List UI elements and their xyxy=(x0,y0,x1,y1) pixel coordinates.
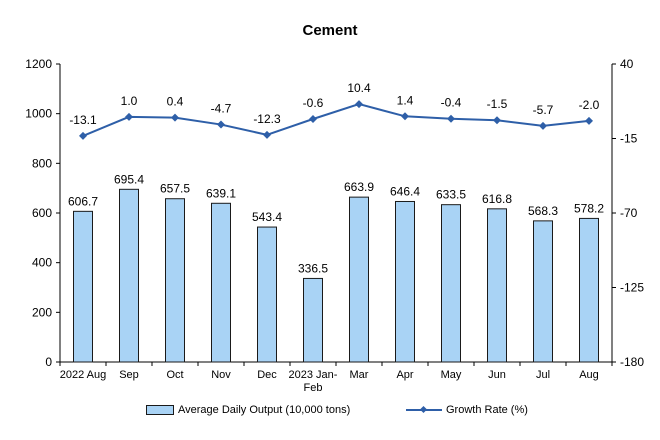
bar-value-label: 646.4 xyxy=(390,184,420,198)
line-point xyxy=(125,112,133,121)
y-right-tick-label: -180 xyxy=(620,355,644,369)
x-tick-label: Sep xyxy=(119,369,139,381)
bar-value-label: 633.5 xyxy=(436,188,466,202)
line-point xyxy=(263,130,271,139)
y-left-tick-label: 0 xyxy=(45,355,52,369)
legend-bar-swatch xyxy=(146,405,174,415)
bar xyxy=(487,208,507,363)
bar-value-label: 663.9 xyxy=(344,180,374,194)
line-point xyxy=(493,116,501,125)
x-tick-label: Jun xyxy=(488,369,506,381)
line-value-label: -12.3 xyxy=(253,112,281,126)
chart-title: Cement xyxy=(302,22,358,39)
bar xyxy=(349,196,369,363)
x-tick-label: Apr xyxy=(396,369,413,381)
line-point xyxy=(171,113,179,122)
y-left-tick-label: 600 xyxy=(32,206,52,220)
legend-label-line: Growth Rate (%) xyxy=(446,404,528,416)
x-tick-label: May xyxy=(441,369,462,381)
bar xyxy=(257,226,277,363)
y-left-tick-label: 1200 xyxy=(25,57,52,71)
growth-line xyxy=(82,103,590,137)
bar xyxy=(73,210,93,363)
bar xyxy=(303,277,323,363)
line-value-label: 10.4 xyxy=(347,81,371,95)
bar-value-label: 657.5 xyxy=(160,182,190,196)
line-point xyxy=(401,112,409,121)
line-value-label: -13.1 xyxy=(69,113,97,127)
bar-value-label: 568.3 xyxy=(528,204,558,218)
y-right-tick-label: -70 xyxy=(620,206,638,220)
bar-value-label: 695.4 xyxy=(114,172,144,186)
x-tick-label: Mar xyxy=(350,369,369,381)
bar-value-label: 606.7 xyxy=(68,194,98,208)
y-left-tick-label: 400 xyxy=(32,256,52,270)
x-tick-label: Oct xyxy=(166,369,183,381)
line-value-label: -1.5 xyxy=(487,97,508,111)
y-right-tick-label: -15 xyxy=(620,132,638,146)
bar-value-label: 639.1 xyxy=(206,186,236,200)
x-tick-label: 2022 Aug xyxy=(60,369,107,381)
line-value-label: -0.4 xyxy=(441,96,462,110)
line-point xyxy=(539,121,547,130)
y-left-tick-label: 800 xyxy=(32,156,52,170)
bar xyxy=(441,204,461,363)
line-value-label: -4.7 xyxy=(211,102,232,116)
bar xyxy=(119,188,139,363)
bar xyxy=(165,198,185,363)
x-tick-label: Jul xyxy=(536,369,550,381)
bar xyxy=(211,202,231,363)
line-point xyxy=(355,100,363,109)
line-point xyxy=(79,131,87,140)
bar-value-label: 578.2 xyxy=(574,201,604,215)
line-value-label: 1.0 xyxy=(121,94,138,108)
bar xyxy=(579,217,599,363)
line-point xyxy=(585,116,593,125)
bar-value-label: 336.5 xyxy=(298,261,328,275)
x-tick-label: Dec xyxy=(257,369,277,381)
y-right-tick-label: -125 xyxy=(620,281,644,295)
legend-line-swatch xyxy=(406,405,442,415)
legend-item-bars: Average Daily Output (10,000 tons) xyxy=(146,404,350,416)
x-tick-label: Nov xyxy=(211,369,231,381)
y-left-tick-label: 1000 xyxy=(25,107,52,121)
bar xyxy=(395,200,415,363)
line-value-label: -5.7 xyxy=(533,103,554,117)
bar xyxy=(533,220,553,363)
x-tick-label: 2023 Jan-Feb xyxy=(289,369,338,394)
y-left-tick-label: 200 xyxy=(32,305,52,319)
legend-label-bars: Average Daily Output (10,000 tons) xyxy=(178,404,351,416)
legend-item-line: Growth Rate (%) xyxy=(406,404,528,416)
line-value-label: 1.4 xyxy=(397,93,414,107)
line-value-label: -2.0 xyxy=(579,98,600,112)
y-right-tick-label: 40 xyxy=(620,57,634,71)
x-tick-label: Aug xyxy=(579,369,599,381)
line-point xyxy=(309,114,317,123)
line-point xyxy=(217,120,225,129)
bar-value-label: 616.8 xyxy=(482,192,512,206)
line-point xyxy=(447,114,455,123)
bar-value-label: 543.4 xyxy=(252,210,282,224)
line-value-label: -0.6 xyxy=(303,96,324,110)
line-value-label: 0.4 xyxy=(167,95,184,109)
